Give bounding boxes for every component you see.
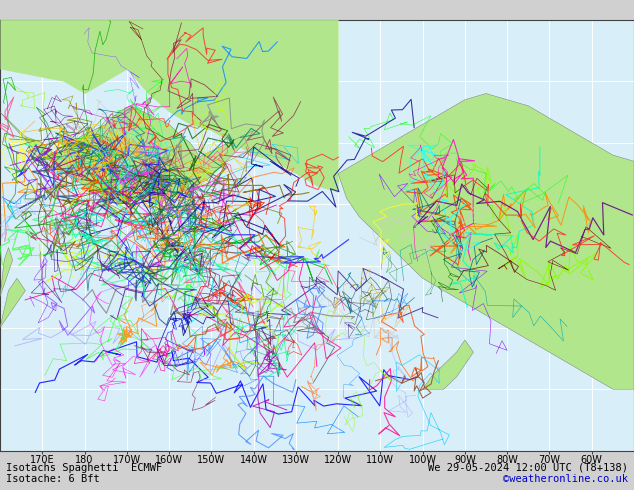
Text: Isotachs Spaghetti  ECMWF: Isotachs Spaghetti ECMWF <box>6 463 162 472</box>
Polygon shape <box>338 94 634 389</box>
Polygon shape <box>0 278 25 328</box>
Polygon shape <box>0 247 13 297</box>
Text: We 29-05-2024 12:00 UTC (T8+138): We 29-05-2024 12:00 UTC (T8+138) <box>428 463 628 472</box>
Text: ©weatheronline.co.uk: ©weatheronline.co.uk <box>503 474 628 484</box>
Polygon shape <box>127 130 254 204</box>
Polygon shape <box>423 340 474 389</box>
Polygon shape <box>0 106 198 204</box>
Text: Isotache: 6 Bft: Isotache: 6 Bft <box>6 474 100 484</box>
